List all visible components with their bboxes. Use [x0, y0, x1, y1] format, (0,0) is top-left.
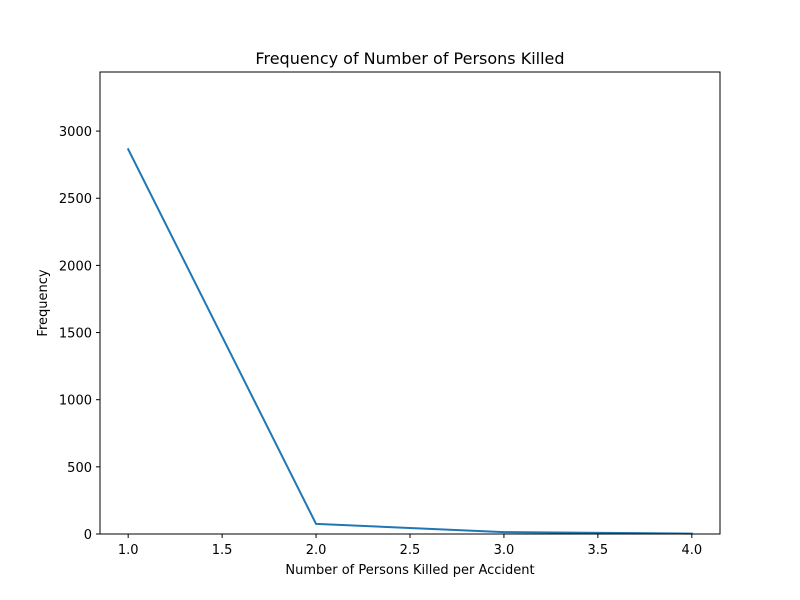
y-tick-label: 500: [67, 461, 92, 476]
x-tick-label: 3.5: [588, 543, 609, 558]
x-tick-label: 4.0: [681, 543, 702, 558]
y-axis-label: Frequency: [36, 269, 51, 336]
x-tick-label: 1.5: [212, 543, 233, 558]
y-axis-ticks: 0 500 1000 1500 2000 2500 3000: [59, 125, 100, 543]
x-tick-label: 3.0: [494, 543, 515, 558]
x-tick-label: 2.0: [306, 543, 327, 558]
x-tick-label: 2.5: [400, 543, 421, 558]
plot-frame: [99, 71, 721, 535]
x-tick-label: 1.0: [118, 543, 139, 558]
x-axis-label: Number of Persons Killed per Accident: [285, 563, 534, 578]
series-line: [126, 147, 693, 535]
chart-title: Frequency of Number of Persons Killed: [255, 49, 564, 68]
y-tick-label: 1500: [59, 327, 92, 342]
x-axis-ticks: 1.0 1.5 2.0 2.5 3.0 3.5 4.0: [118, 534, 702, 558]
y-tick-label: 1000: [59, 394, 92, 409]
y-tick-label: 0: [84, 528, 92, 543]
y-tick-label: 3000: [59, 125, 92, 140]
y-tick-label: 2500: [59, 192, 92, 207]
plot-area: [100, 72, 720, 534]
y-tick-label: 2000: [59, 259, 92, 274]
